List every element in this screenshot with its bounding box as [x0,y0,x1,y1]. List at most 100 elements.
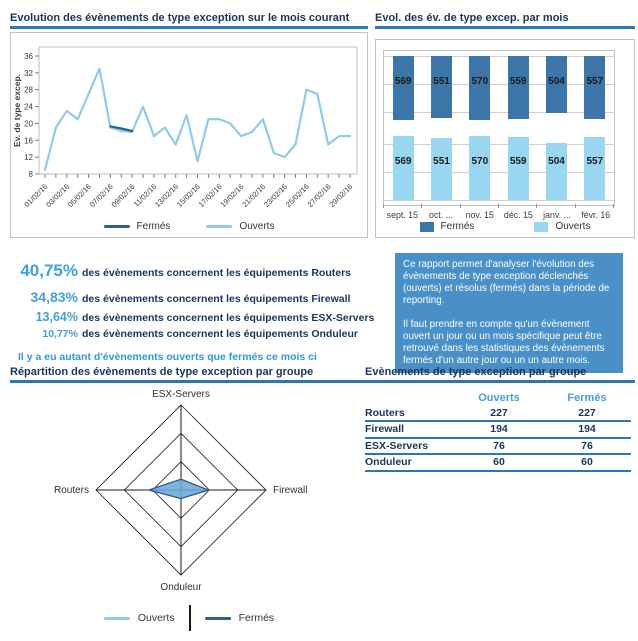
title-underline [10,380,368,383]
bar-value-label: 504 [548,156,565,167]
row-value: 76 [493,439,505,452]
bar-Fermés-nov. 15 [469,56,491,120]
gridline [384,200,614,201]
radar-ring [95,404,267,576]
svg-text:24: 24 [24,103,33,112]
radar-axis-label: Firewall [273,485,307,496]
row-value: 227 [578,406,596,419]
bar-Fermés-janv. ... [546,56,567,113]
table-header-ouverts: Ouverts [478,392,520,405]
stat-percent: 34,83% [30,289,78,305]
radar-axis-label: Onduleur [160,582,202,593]
axis-tick [383,204,384,208]
line-chart[interactable]: 8 12 16 20 24 28 32 36 01/02/16 03/02/16 05/02/16 0… [10,32,368,238]
bar-value-label: 551 [433,156,450,167]
svg-text:20: 20 [24,119,33,128]
axis-tick [459,204,461,208]
svg-text:29/02/16: 29/02/16 [327,182,354,209]
events-table: Ouverts Fermés Routers 227 227 Firewall 194 1… [365,391,631,472]
bar-chart[interactable]: 569 551 570 559 504 557 569 551 570 559 504 557 sep… [375,39,635,238]
line-chart-plot: 81216202428323601/02/1603/02/1605/02/160… [12,46,358,209]
row-value: 60 [581,456,593,469]
row-group-name: ESX-Servers [365,439,429,452]
fermes-line-swatch [103,225,130,228]
bar-category-label: nov. 15 [465,210,494,220]
row-value: 60 [493,456,505,469]
section-radar-chart: Répartition des évènements de type excep… [10,366,368,632]
line-chart-legend: Fermés Ouverts [11,221,367,232]
bar-value-label: 557 [586,156,604,167]
row-value: 194 [578,423,596,436]
plot-area [38,46,358,175]
axis-tick [536,204,538,208]
bar-category-label: déc. 15 [503,210,533,220]
gridline [384,172,614,173]
series-Fermés [109,125,134,133]
section-line-chart: Evolution des évènements de type excepti… [10,12,368,238]
bar-Ouverts-févr. 16 [584,137,606,200]
section-stats: 40,75% des évènements concernent les équ… [18,261,390,363]
table-row: ESX-Servers 76 76 [365,439,631,455]
stat-percent: 13,64% [35,310,78,324]
fermes-square-swatch [419,221,434,232]
title-underline [365,380,635,383]
row-group-name: Onduleur [365,456,412,469]
gridline [384,144,614,145]
svg-text:12: 12 [24,153,33,162]
gridline [384,84,614,85]
radar-axis-label: ESX-Servers [152,389,210,400]
legend-label-fermes: Fermés [136,221,171,232]
stat-text: des évènements concernent les équipement… [82,328,359,340]
radar-axis-label: Routers [54,485,89,496]
legend-divider [188,605,191,631]
radar-series-Fermés [146,478,211,500]
bar-chart-title: Evol. des év. de type excep. par mois [375,12,569,24]
ouverts-line-swatch [103,616,130,620]
stat-note: Il y a eu autant d'évènements ouverts qu… [18,351,317,363]
info-box: Ce rapport permet d'analyser l'évolution… [395,253,623,373]
section-bar-chart: Evol. des év. de type excep. par mois 56… [375,12,635,238]
bar-value-label: 551 [433,76,450,87]
svg-text:09/02/16: 09/02/16 [110,182,137,209]
bar-value-label: 570 [471,76,489,87]
legend-label-fermes: Fermés [238,612,275,624]
bar-chart-x-labels: sept. 15 oct. ... nov. 15 déc. 15 janv. ... f… [383,210,615,220]
stat-percent: 40,75% [20,261,78,280]
stat-firewall: 34,83% des évènements concernent les équ… [18,289,390,305]
series-Ouverts [43,67,352,171]
bar-value-label: 570 [471,156,489,167]
bar-Fermés-oct. ... [431,56,452,118]
bar-Fermés-févr. 16 [584,56,606,119]
title-underline [10,26,368,29]
bar-value-label: 559 [509,76,527,87]
bar-chart-plot: 569 551 570 559 504 557 569 551 570 559 504 557 [383,50,615,206]
bar-Fermés-sept. 15 [392,56,414,120]
stat-text: des évènements concernent les équipement… [82,293,351,305]
row-group-name: Routers [365,406,405,419]
svg-text:36: 36 [24,52,33,61]
bar-category-label: févr. 16 [581,210,611,220]
axis-tick [421,204,423,208]
radar-chart[interactable]: ESX-Servers Firewall Onduleur Routers Ouver… [10,383,368,632]
radar-ring [152,461,210,519]
svg-text:28: 28 [24,86,33,95]
stat-text: des évènements concernent les équipement… [82,267,352,279]
stat-text: des évènements concernent les équipement… [82,312,375,324]
svg-text:Ev. de type excep.: Ev. de type excep. [12,74,22,147]
table-body: Routers 227 227 Firewall 194 194 ESX-Servers 76… [365,406,631,472]
fermes-line-swatch [204,616,231,620]
bar-value-label: 504 [548,76,565,87]
ouverts-square-swatch [534,221,549,232]
table-row: Onduleur 60 60 [365,455,631,472]
gridline [384,56,614,57]
stat-percent: 10,77% [42,328,78,340]
row-group-name: Firewall [365,423,405,436]
legend-label-ouverts: Ouverts [239,221,275,232]
row-value: 76 [581,439,593,452]
radar-chart-title: Répartition des évènements de type excep… [10,366,314,378]
bar-Ouverts-janv. ... [546,143,567,200]
bar-Fermés-déc. 15 [507,56,529,119]
axis-tick [574,204,576,208]
table-row: Firewall 194 194 [365,422,631,439]
